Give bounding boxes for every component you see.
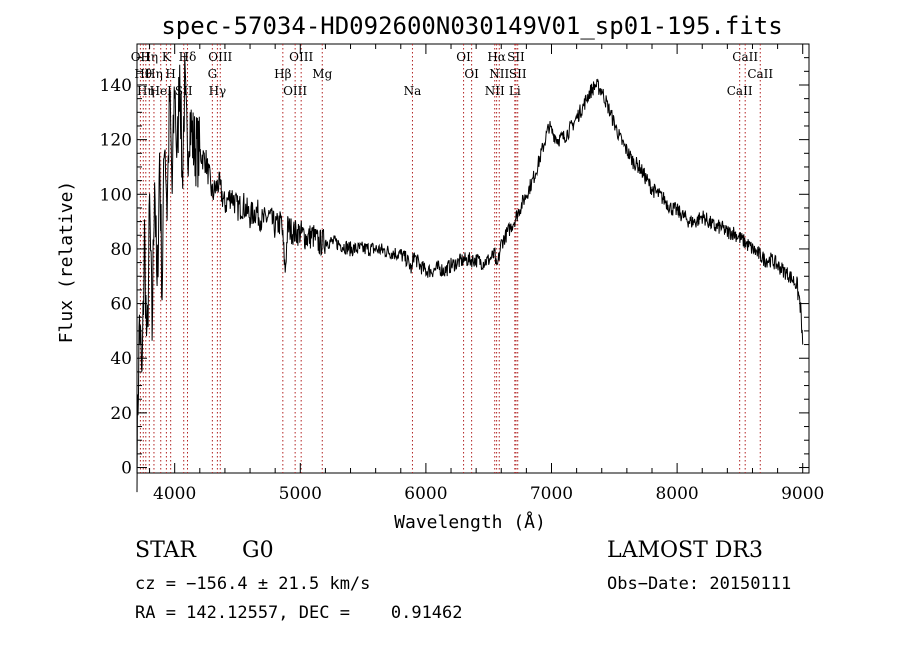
redshift-velocity: cz = −156.4 ± 21.5 km/s [135,574,371,594]
spectral-line-label: OI [464,67,479,81]
spectral-line-label: SII [175,84,193,98]
spectral-line-label: K [162,50,172,64]
x-tick-label: 6000 [404,484,447,504]
spectral-line-label: Hβ [274,67,291,81]
x-tick-label: 5000 [279,484,322,504]
spectral-line-label: CaII [747,67,773,81]
survey-name: LAMOST DR3 [607,538,763,563]
spectral-line-label: OII [131,50,151,64]
spectral-line-label: CaII [727,84,753,98]
spectral-line-label: H [165,67,175,81]
x-tick-label: 8000 [655,484,698,504]
x-tick-label: 9000 [781,484,824,504]
spectrum-line [136,52,804,493]
spectral-line-label: OIII [283,84,307,98]
x-axis: 4000 5000 6000 7000 8000 9000 [149,44,824,504]
line-labels: OIIHθHηHηHηHeIKHSIIHδGHγOIIIHβOIIIOIIIMg… [131,50,774,98]
spectral-line-label: CaII [732,50,758,64]
y-tick-label: 60 [110,295,132,315]
object-class: STAR [135,538,196,563]
object-subclass: G0 [242,538,274,563]
y-tick-label: 100 [100,185,132,205]
spectral-line-label: Mg [312,67,332,81]
y-tick-label: 80 [110,240,132,260]
emission-lines [139,44,761,473]
spectral-line-label: HeI [150,84,173,98]
x-tick-label: 7000 [530,484,573,504]
y-tick-label: 40 [110,349,132,369]
y-axis: 0 20 40 60 80 100 120 140 [100,57,809,479]
spectral-line-label: Hη [140,50,158,64]
y-tick-label: 120 [100,131,132,151]
spectral-line-label: Li [509,84,521,98]
plot-frame [136,43,810,474]
y-tick-label: 20 [110,404,132,424]
spectral-line-label: OIII [289,50,313,64]
spectral-line-label: G [208,67,218,81]
spectral-line-label: NII [489,67,509,81]
x-tick-label: 4000 [153,484,196,504]
spectral-line-label: Hη [145,67,163,81]
observation-date: Obs−Date: 20150111 [607,574,792,594]
spectral-line-label: SII [509,67,527,81]
y-tick-label: 140 [100,76,132,96]
spectral-line-label: Na [404,84,422,98]
spectral-line-label: OI [456,50,471,64]
spectral-line-label: Hθ [134,67,152,81]
spectral-line-label: SII [507,50,525,64]
x-axis-label: Wavelength (Å) [394,511,546,533]
coordinates: RA = 142.12557, DEC = 0.91462 [135,603,463,623]
spectral-line-label: NII [485,84,505,98]
y-axis-label: Flux (relative) [56,181,77,344]
spectral-line-label: OIII [208,50,232,64]
spectral-line-label: Hη [137,84,155,98]
spectral-line-label: Hγ [209,84,227,98]
chart-title: spec-57034-HD092600N030149V01_sp01-195.f… [161,12,782,40]
spectral-line-label: Hδ [179,50,197,64]
y-tick-label: 0 [121,459,132,479]
spectral-line-label: Hα [487,50,506,64]
